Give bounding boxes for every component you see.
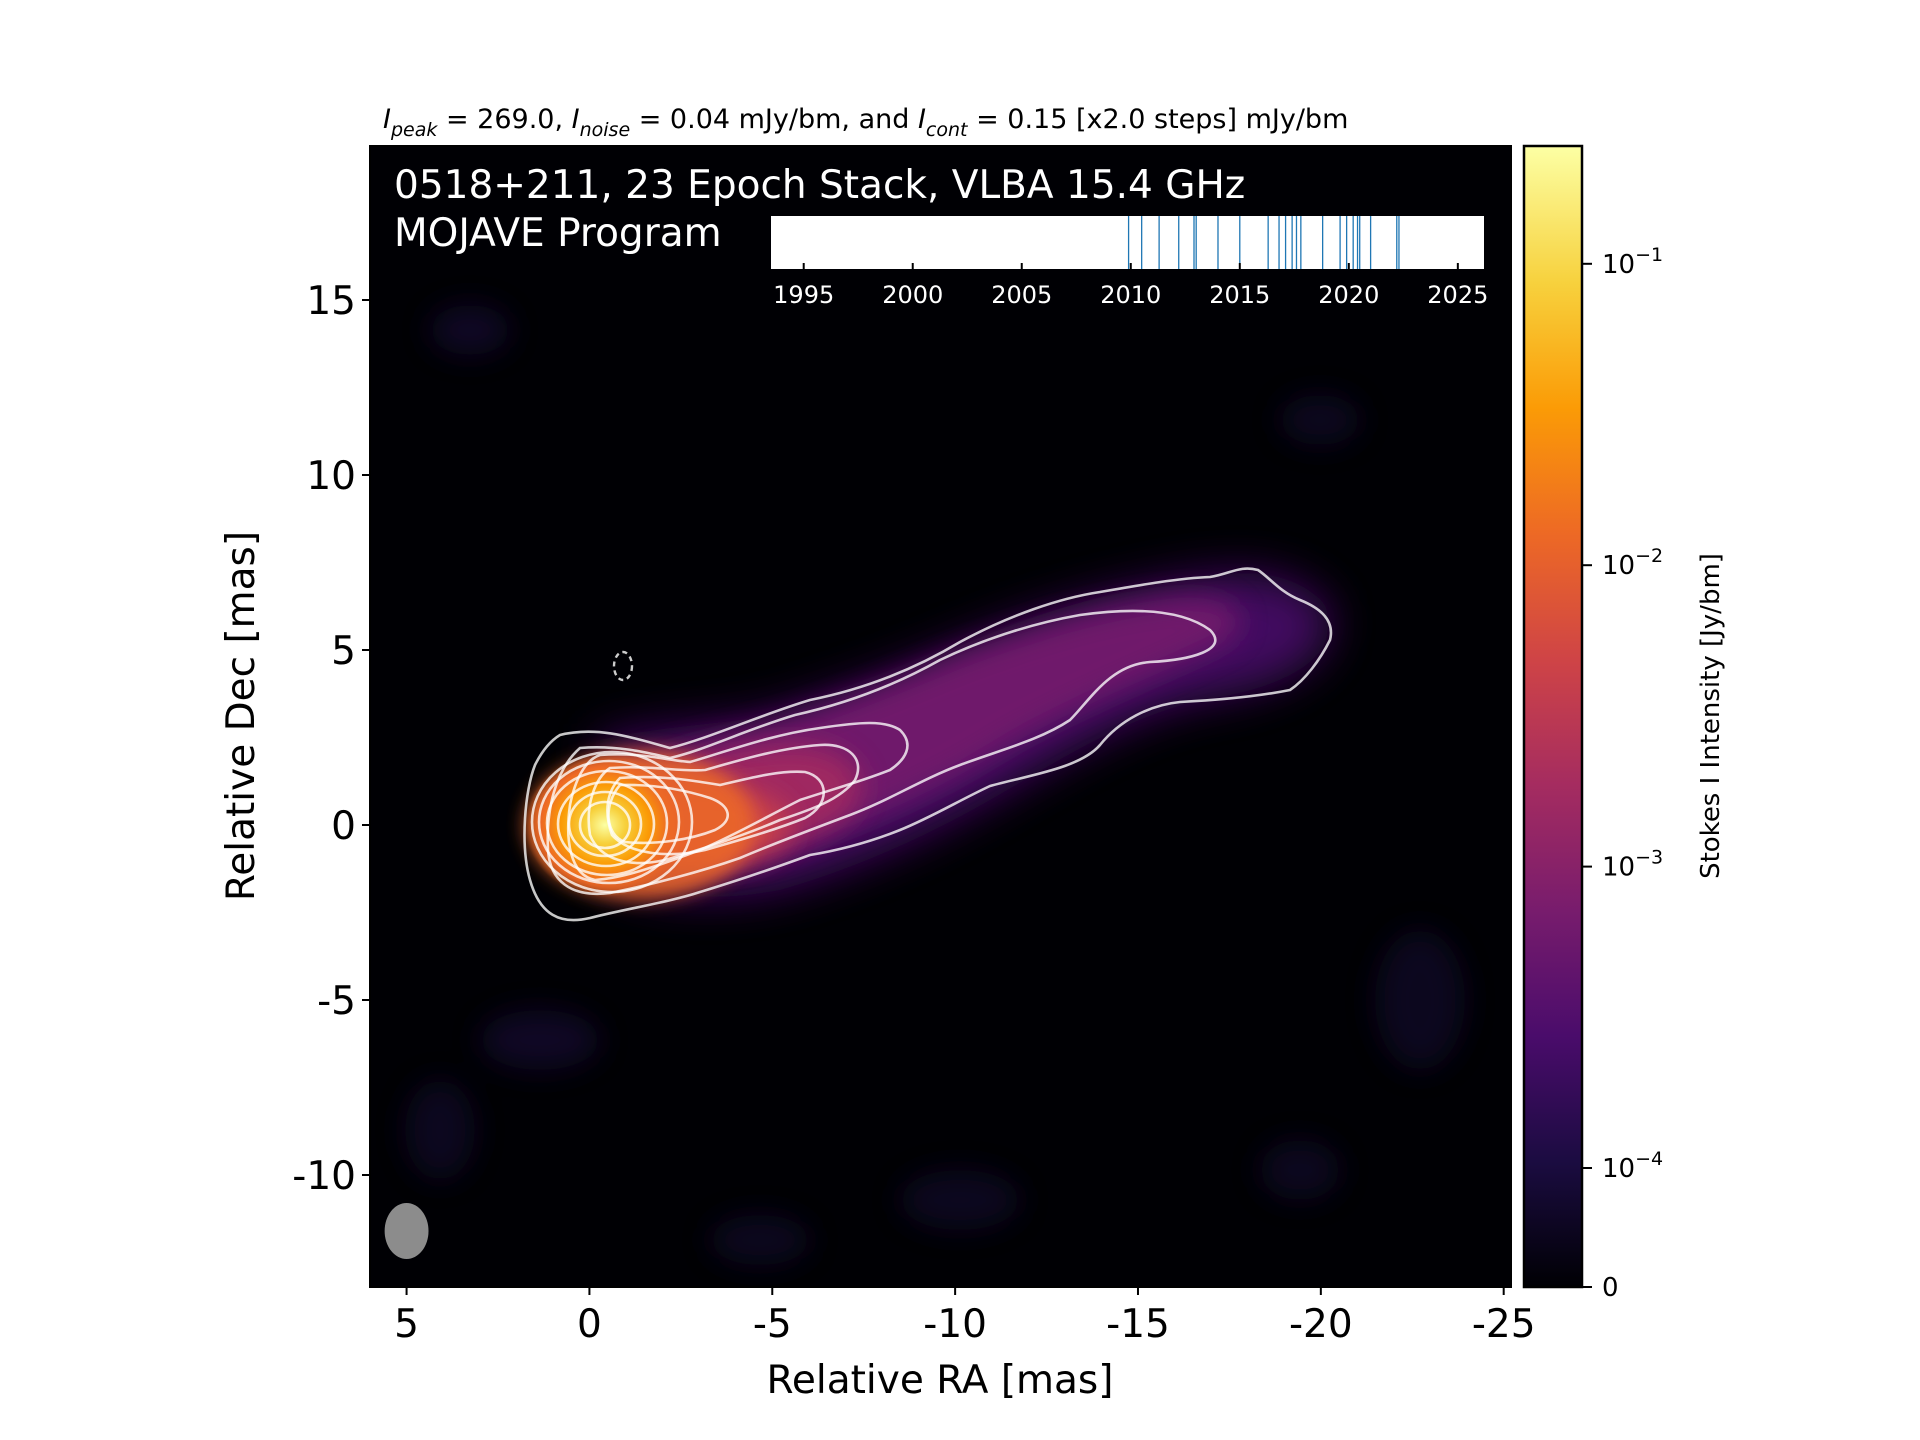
colorbar-gradient [1524,146,1582,1287]
epoch-ticks: 1995 2000 2005 2010 2015 2020 2025 [773,263,1488,309]
y-tick-label: 15 [306,279,356,324]
x-tick-label: 0 [577,1302,602,1347]
epoch-tick-label: 2025 [1427,281,1488,309]
intensity-map [369,145,1512,1288]
beam-ellipse [384,1203,429,1259]
y-axis-ticks: 15 10 5 0 -5 -10 [292,279,370,1199]
y-axis-label: Relative Dec [mas] [219,531,264,901]
x-axis-label: Relative RA [mas] [767,1358,1114,1403]
y-tick-label: -5 [317,979,356,1024]
y-tick-label: 0 [331,804,356,849]
colorbar-tick-label: 10−3 [1602,847,1663,883]
colorbar-tick-label: 10−4 [1602,1148,1663,1184]
contour-level-10 [556,780,656,868]
title-i-noise-symbol: I [572,104,580,135]
contour-level-8 [537,759,681,885]
y-tick-label: -10 [292,1154,356,1199]
epoch-tick-label: 2000 [882,281,943,309]
y-tick-label: 10 [306,454,356,499]
contour-level-6 [607,783,729,845]
colorbar: 10−1 10−2 10−3 10−4 0 Stokes I Intensity [Jy… [1522,144,1726,1303]
x-tick-label: -20 [1289,1302,1353,1347]
x-tick-label: -10 [923,1302,987,1347]
colorbar-tick-label: 10−1 [1602,244,1663,280]
epoch-tick-label: 2015 [1209,281,1270,309]
epoch-lines [1127,216,1400,269]
title-i-peak-value: = 269.0, [437,104,571,135]
contour-level-12 [578,800,632,850]
plot-frame [369,145,1512,1288]
chart-title: Ipeak = 269.0, Inoise = 0.04 mJy/bm, and… [383,104,1348,141]
title-i-peak-sub: peak [390,119,438,141]
x-tick-label: 5 [394,1302,419,1347]
title-i-peak-symbol: I [383,104,391,135]
epoch-tick-label: 2010 [1100,281,1161,309]
contours [523,567,1333,922]
title-i-cont-sub: cont [926,119,969,141]
title-i-cont-symbol: I [918,104,926,135]
y-tick-label: 5 [331,629,356,674]
x-tick-label: -5 [753,1302,792,1347]
title-i-cont-value: = 0.15 [x2.0 steps] mJy/bm [967,104,1348,135]
contour-level-1 [523,567,1333,922]
x-tick-label: -25 [1472,1302,1536,1347]
noise-patches [405,305,1465,1265]
contour-level-5 [606,770,825,856]
title-i-noise-value: = 0.04 mJy/bm, and [630,104,918,135]
epoch-tick-label: 1995 [773,281,834,309]
negative-contour [612,650,634,682]
x-tick-label: -15 [1106,1302,1170,1347]
epoch-timeline: 1995 2000 2005 2010 2015 2020 2025 [771,216,1488,309]
colorbar-label: Stokes I Intensity [Jy/bm] [1696,553,1726,879]
colorbar-ticks: 10−1 10−2 10−3 10−4 0 [1582,244,1663,1303]
contour-level-7 [530,750,694,894]
contour-level-11 [567,790,643,858]
colorbar-frame [1522,144,1584,1289]
epoch-tick-label: 2005 [991,281,1052,309]
epoch-tick-label: 2020 [1318,281,1379,309]
title-i-noise-sub: noise [580,119,631,141]
source-label: 0518+211, 23 Epoch Stack, VLBA 15.4 GHz [394,163,1245,208]
contour-level-9 [545,769,669,877]
colorbar-tick-label: 10−2 [1602,545,1663,581]
x-axis-ticks: 5 0 -5 -10 -15 -20 -25 [394,1287,1536,1347]
colorbar-tick-label: 0 [1602,1273,1619,1303]
epoch-timeline-background [771,216,1484,269]
program-label: MOJAVE Program [394,211,722,256]
